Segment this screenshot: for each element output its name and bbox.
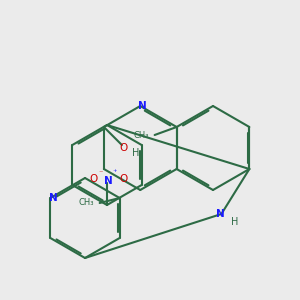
Text: O: O xyxy=(119,174,127,184)
Text: ⁻: ⁻ xyxy=(99,169,103,178)
Text: N: N xyxy=(49,193,58,203)
Text: N: N xyxy=(138,101,147,111)
Text: CH₃: CH₃ xyxy=(133,130,148,140)
Text: CH₃: CH₃ xyxy=(78,199,94,208)
Text: N: N xyxy=(216,209,225,219)
Text: N: N xyxy=(103,176,112,186)
Text: H: H xyxy=(132,148,140,158)
Text: H: H xyxy=(231,217,238,227)
Text: ⁺: ⁺ xyxy=(113,169,117,178)
Text: O: O xyxy=(89,174,97,184)
Text: O: O xyxy=(120,143,128,153)
